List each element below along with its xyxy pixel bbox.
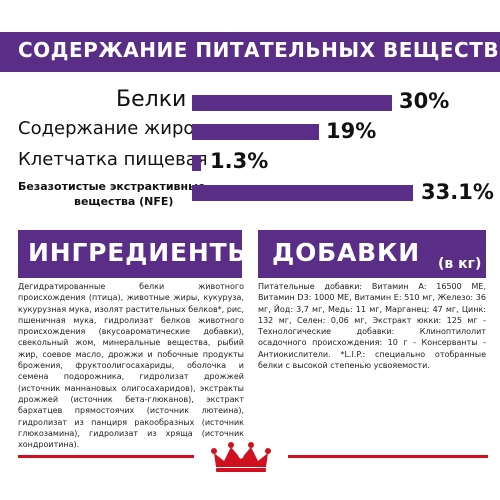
additives-title: ДОБАВКИ [272, 238, 420, 267]
right-red-line [288, 455, 488, 458]
nutrient-bar-protein [192, 95, 392, 111]
ingredients-header: ИНГРЕДИЕНТЫ [18, 230, 253, 278]
royal-canin-crown-logo [211, 442, 271, 472]
nutrient-label-fiber: Клетчатка пищевая [18, 149, 208, 170]
additives-unit: (в кг) [438, 256, 482, 272]
nutrient-bar-fiber [192, 155, 201, 171]
nutrient-label-fat: Содержание жиров [18, 118, 205, 139]
nutrient-label-nfe-line1: Безазотистые экстрактивные [18, 180, 206, 193]
ingredients-text: Дегидратированные белки животного происх… [18, 282, 244, 450]
additives-header: ДОБАВКИ (в кг) [258, 230, 486, 278]
nutrient-label-protein: Белки [116, 87, 187, 112]
nutrient-value-protein: 30% [399, 89, 450, 113]
nutrient-bar-nfe [192, 185, 413, 201]
nutrient-value-fiber: 1.3% [210, 149, 269, 173]
nutrients-header-banner: СОДЕРЖАНИЕ ПИТАТЕЛЬНЫХ ВЕЩЕСТВ [0, 32, 500, 72]
nutrient-value-nfe: 33.1% [421, 180, 494, 204]
nutrient-bar-fat [192, 124, 319, 140]
nutrient-label-nfe-line2: вещества (NFE) [74, 195, 174, 208]
nutrient-value-fat: 19% [326, 119, 377, 143]
left-red-line [18, 455, 194, 458]
nutrients-header-title: СОДЕРЖАНИЕ ПИТАТЕЛЬНЫХ ВЕЩЕСТВ [18, 38, 500, 62]
additives-text: Питательные добавки: Витамин А: 16500 МЕ… [258, 282, 486, 371]
ingredients-title: ИНГРЕДИЕНТЫ [28, 238, 255, 267]
